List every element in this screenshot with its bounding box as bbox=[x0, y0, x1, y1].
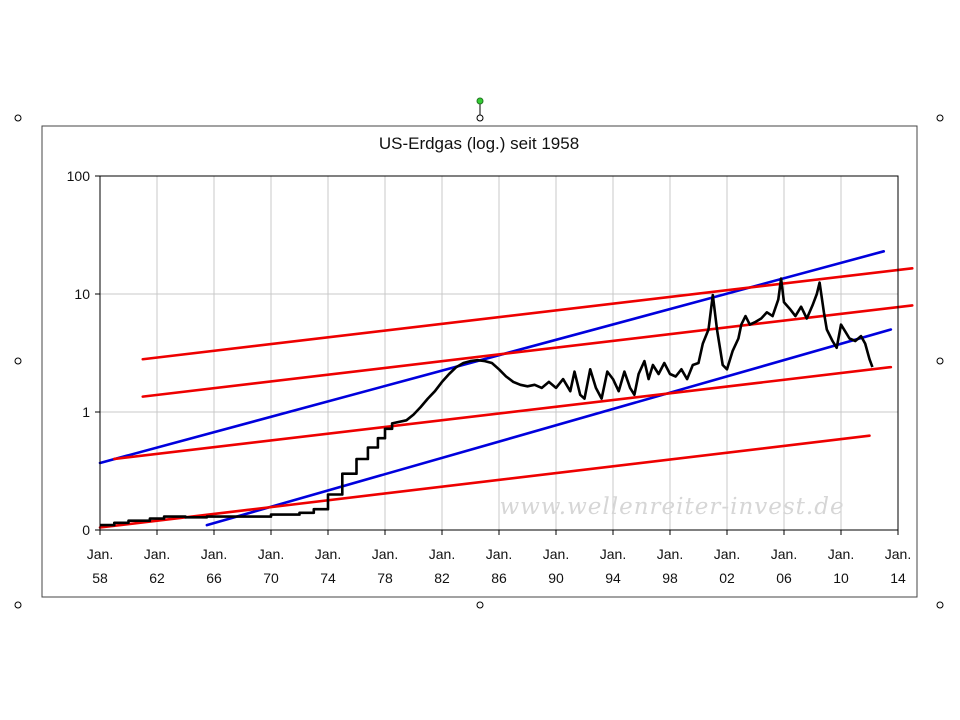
resize-handle-bottom-left[interactable] bbox=[14, 601, 22, 609]
x-tick-label: Jan. bbox=[429, 546, 455, 562]
x-tick-label: Jan. bbox=[543, 546, 569, 562]
x-tick-label: Jan. bbox=[600, 546, 626, 562]
x-tick-label: Jan. bbox=[201, 546, 227, 562]
x-tick-label: Jan. bbox=[144, 546, 170, 562]
x-tick-label: Jan. bbox=[372, 546, 398, 562]
y-tick-label: 100 bbox=[67, 168, 91, 184]
rotation-handle[interactable] bbox=[476, 97, 484, 105]
x-tick-label: 14 bbox=[890, 570, 906, 586]
resize-handle-bottom[interactable] bbox=[476, 601, 484, 609]
x-tick-label: Jan. bbox=[315, 546, 341, 562]
chart-title: US-Erdgas (log.) seit 1958 bbox=[379, 134, 579, 153]
axes: Jan. 58 Jan. 62 Jan. 66 Jan. 70 Jan. 74 Jan. 78 Jan.… bbox=[67, 168, 912, 586]
gridlines bbox=[100, 176, 899, 530]
x-tick-label: 10 bbox=[833, 570, 849, 586]
x-tick-label: 82 bbox=[434, 570, 450, 586]
x-tick-label: 78 bbox=[377, 570, 393, 586]
trend-line-red-4 bbox=[98, 434, 871, 529]
y-tick-label: 0 bbox=[82, 522, 90, 538]
x-tick-label: Jan. bbox=[258, 546, 284, 562]
trend-line-blue-lower bbox=[205, 328, 893, 527]
x-tick-label: 58 bbox=[92, 570, 108, 586]
x-tick-label: 62 bbox=[149, 570, 165, 586]
y-tick-label: 10 bbox=[74, 286, 90, 302]
resize-handle-top-right[interactable] bbox=[936, 114, 944, 122]
x-tick-label: 74 bbox=[320, 570, 336, 586]
x-tick-label: Jan. bbox=[771, 546, 797, 562]
x-tick-label: 66 bbox=[206, 570, 222, 586]
chart-lines bbox=[98, 250, 914, 529]
resize-handle-top[interactable] bbox=[476, 114, 484, 122]
watermark: www.wellenreiter-invest.de bbox=[499, 494, 844, 520]
x-tick-label: Jan. bbox=[657, 546, 683, 562]
resize-handle-top-left[interactable] bbox=[14, 114, 22, 122]
resize-handle-left[interactable] bbox=[14, 357, 22, 365]
y-tick-label: 1 bbox=[82, 404, 90, 420]
x-tick-label: 90 bbox=[548, 570, 564, 586]
x-tick-label: Jan. bbox=[828, 546, 854, 562]
x-tick-label: 94 bbox=[605, 570, 621, 586]
trend-line-red-2 bbox=[141, 304, 914, 398]
x-tick-label: Jan. bbox=[714, 546, 740, 562]
series-line-us-erdgas bbox=[100, 277, 874, 527]
x-tick-label: 86 bbox=[491, 570, 507, 586]
trend-line-red-1 bbox=[141, 267, 914, 361]
trend-line-red-3 bbox=[112, 365, 893, 461]
x-tick-label: Jan. bbox=[87, 546, 113, 562]
resize-handle-right[interactable] bbox=[936, 357, 944, 365]
x-tick-label: 06 bbox=[776, 570, 792, 586]
x-tick-label: Jan. bbox=[885, 546, 911, 562]
resize-handle-bottom-right[interactable] bbox=[936, 601, 944, 609]
x-tick-label: 98 bbox=[662, 570, 678, 586]
x-tick-label: 70 bbox=[263, 570, 279, 586]
x-tick-label: 02 bbox=[719, 570, 735, 586]
x-tick-label: Jan. bbox=[486, 546, 512, 562]
